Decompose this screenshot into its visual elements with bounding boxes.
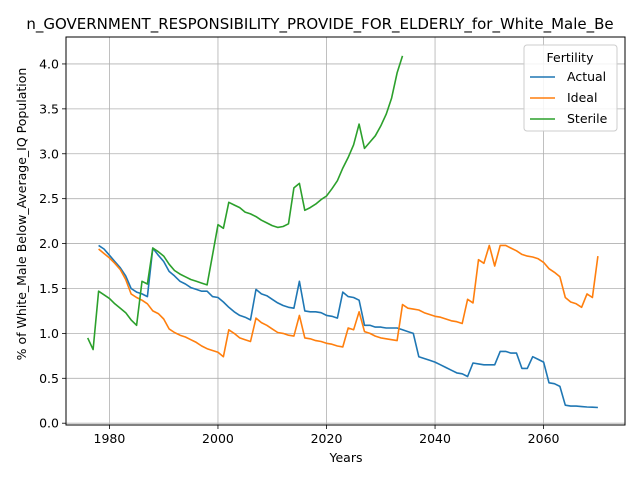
legend-label-actual: Actual (567, 69, 606, 84)
x-tick-label: 2040 (419, 431, 451, 446)
y-tick-label: 1.0 (39, 326, 59, 341)
series-line-ideal (98, 244, 599, 358)
legend-title: Fertility (547, 50, 595, 65)
y-tick-label: 4.0 (39, 56, 59, 71)
legend-label-sterile: Sterile (567, 111, 608, 126)
series-line-sterile (86, 55, 404, 351)
chart-title: n_GOVERNMENT_RESPONSIBILITY_PROVIDE_FOR_… (26, 15, 613, 34)
series-lines (86, 55, 599, 409)
y-tick-label: 1.5 (39, 281, 59, 296)
plot-frame (65, 36, 626, 426)
x-tick-label: 2000 (202, 431, 234, 446)
y-tick-label: 3.5 (39, 101, 59, 116)
y-tick-label: 2.5 (39, 191, 59, 206)
x-tick-label: 2060 (528, 431, 560, 446)
series-line-actual (98, 244, 598, 409)
y-axis-label: % of White_Male Below_Average_IQ Populat… (14, 68, 29, 361)
y-tick-label: 0.5 (39, 371, 59, 386)
x-tick-label: 2020 (311, 431, 343, 446)
legend-entry-actual: Actual (530, 69, 606, 84)
legend: Fertility Actual Ideal Sterile (523, 44, 618, 132)
legend-entry-sterile: Sterile (530, 111, 608, 126)
y-tick-label: 0.0 (39, 416, 59, 431)
x-axis-label: Years (329, 450, 363, 465)
x-tick-label: 1980 (94, 431, 126, 446)
legend-box (523, 44, 618, 132)
y-tick-label: 3.0 (39, 146, 59, 161)
legend-entry-ideal: Ideal (530, 90, 597, 105)
axis-ticks: 1980 2000 2020 2040 2060 0.0 0.5 1.0 1.5 2.0 2.5 3.… (39, 56, 559, 446)
y-tick-label: 2.0 (39, 236, 59, 251)
legend-label-ideal: Ideal (567, 90, 597, 105)
